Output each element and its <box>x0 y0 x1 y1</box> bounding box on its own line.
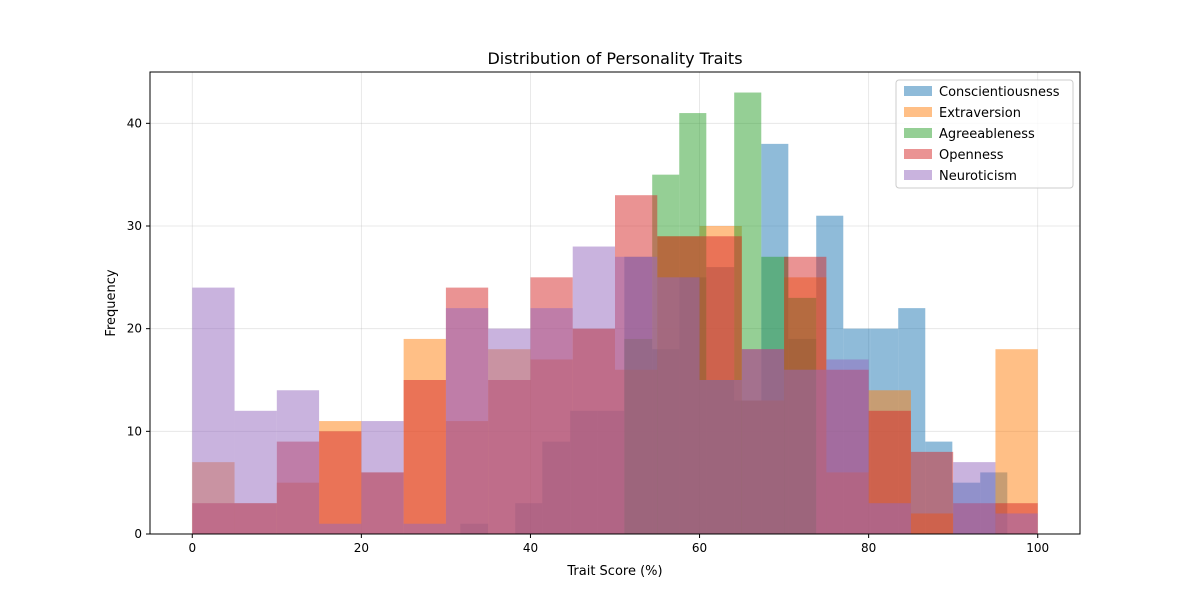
axis-ticks: 0 20 40 60 80 100 0 10 20 30 40 <box>127 116 1049 555</box>
legend: Conscientiousness Extraversion Agreeablene… <box>895 79 1074 189</box>
y-tick-label: 30 <box>127 219 142 233</box>
x-tick-label: 100 <box>1026 541 1049 555</box>
bar-neuroticism <box>361 421 404 534</box>
y-tick-label: 20 <box>127 322 142 336</box>
bar-neuroticism <box>488 328 531 534</box>
bars <box>192 92 1038 535</box>
legend-label-agreeableness: Agreeableness <box>939 127 1035 142</box>
x-axis-label: Trait Score (%) <box>566 564 662 579</box>
bar-neuroticism <box>784 369 827 534</box>
legend-label-extraversion: Extraversion <box>939 106 1021 121</box>
legend-swatch-agreeableness <box>904 128 932 138</box>
bar-openness <box>319 431 362 534</box>
x-tick-label: 80 <box>861 541 876 555</box>
bar-neuroticism <box>699 380 742 534</box>
y-tick-label: 40 <box>127 116 142 130</box>
bar-neuroticism <box>276 390 320 534</box>
bar-openness <box>910 451 954 534</box>
bar-neuroticism <box>953 462 996 534</box>
x-tick-label: 40 <box>523 541 538 555</box>
x-tick-label: 0 <box>188 541 196 555</box>
legend-box <box>895 79 1074 189</box>
x-tick-label: 60 <box>692 541 707 555</box>
bar-neuroticism <box>445 308 489 534</box>
x-tick-label: 20 <box>354 541 369 555</box>
legend-swatch-conscientiousness <box>904 86 932 96</box>
legend-label-neuroticism: Neuroticism <box>939 169 1017 184</box>
bar-neuroticism <box>615 256 658 534</box>
bar-neuroticism <box>403 523 446 534</box>
bar-neuroticism <box>319 523 362 534</box>
legend-label-openness: Openness <box>939 148 1004 163</box>
plot-frame <box>149 71 1081 535</box>
chart-title: Distribution of Personality Traits <box>487 49 742 68</box>
bar-openness <box>403 380 446 534</box>
bar-neuroticism <box>192 287 235 534</box>
bar-neuroticism <box>826 359 869 534</box>
bar-neuroticism <box>657 277 700 534</box>
bar-neuroticism <box>741 349 785 534</box>
bar-neuroticism <box>572 246 615 535</box>
bar-neuroticism <box>995 513 1038 534</box>
y-axis-label: Frequency <box>104 269 119 336</box>
bar-neuroticism <box>234 410 277 534</box>
y-tick-label: 10 <box>127 424 142 438</box>
legend-swatch-extraversion <box>904 107 932 117</box>
bar-neuroticism <box>530 308 573 534</box>
legend-swatch-openness <box>904 149 932 159</box>
legend-swatch-neuroticism <box>904 170 932 180</box>
legend-label-conscientiousness: Conscientiousness <box>939 85 1060 100</box>
y-tick-label: 0 <box>134 527 142 541</box>
bar-neuroticism <box>868 503 911 534</box>
